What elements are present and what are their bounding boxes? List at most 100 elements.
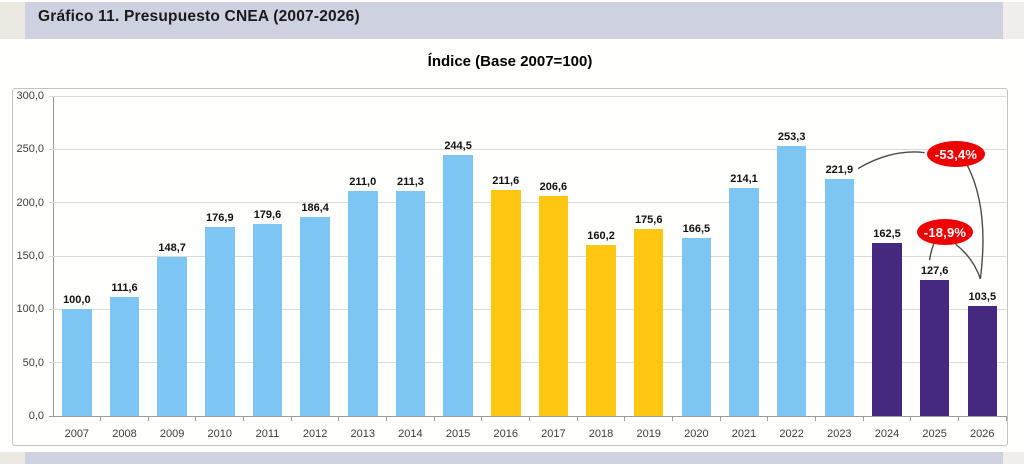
- bar-2012: [300, 217, 330, 416]
- gridline: [49, 415, 1006, 417]
- bar-2009: [157, 257, 187, 416]
- bar-2018: [586, 245, 616, 416]
- x-tick-label: 2024: [874, 428, 900, 440]
- bar-slot-2012: 186,4 2012: [291, 96, 340, 440]
- bar-value-label: 253,3: [777, 130, 806, 143]
- footer-highlight-bar: [25, 452, 1003, 464]
- plot-area: 100,0 2007 111,6 2008 148,7 2009 176,9 2010 179,…: [49, 95, 1007, 440]
- bar-2010: [205, 227, 235, 416]
- bar-slot-2017: 206,6 2017: [530, 96, 578, 440]
- bar-value-label: 179,6: [253, 209, 282, 222]
- bar-value-label: 176,9: [206, 212, 234, 225]
- x-tick-label: 2016: [493, 428, 518, 440]
- y-tick-label: 300,0: [16, 90, 44, 102]
- document-footer-band: [0, 452, 1024, 464]
- x-tick-label: 2015: [445, 428, 471, 440]
- bar-2026: [967, 305, 998, 416]
- bar-slot-2010: 176,9 2010: [196, 96, 244, 440]
- bar-value-label: 186,4: [301, 202, 329, 215]
- bar-slot-2026: 103,5 2026: [958, 96, 1007, 440]
- bar-value-label: 100,0: [63, 294, 91, 307]
- bar-value-label: 221,9: [825, 164, 854, 177]
- bar-slot-2007: 100,0 2007: [53, 96, 101, 440]
- bar-2008: [109, 296, 140, 416]
- y-tick-label: 50,0: [22, 356, 44, 369]
- y-axis-labels: 300,0 250,0 200,0 150,0 100,0 50,0 0,0: [13, 90, 49, 422]
- bar-value-label: 148,7: [158, 242, 186, 255]
- gridline: [49, 255, 1006, 257]
- x-tick-label: 2025: [922, 428, 947, 440]
- bar-slot-2020: 166,5 2020: [673, 96, 721, 440]
- bar-value-label: 175,6: [634, 213, 663, 226]
- x-tick-label: 2007: [64, 428, 90, 440]
- bar-2011: [252, 224, 283, 416]
- bar-value-label: 160,2: [587, 230, 615, 243]
- bar-value-label: 127,6: [920, 264, 949, 277]
- x-tick-label: 2012: [302, 428, 328, 440]
- document-title: Gráfico 11. Presupuesto CNEA (2007-2026): [38, 8, 360, 25]
- bar-2020: [681, 238, 712, 416]
- chart-title: Índice (Base 2007=100): [427, 53, 593, 70]
- bar-2015: [443, 155, 473, 416]
- gridline: [49, 148, 1006, 150]
- bar-slot-2021: 214,1 2021: [720, 96, 768, 440]
- bar-2016: [490, 190, 521, 416]
- y-tick-label: 250,0: [16, 143, 44, 156]
- header-highlight-bar: [25, 2, 1003, 39]
- x-tick-label: 2020: [684, 428, 709, 440]
- page-margin-right: [1003, 2, 1024, 39]
- bar-slot-2009: 148,7 2009: [148, 96, 197, 440]
- x-tick-label: 2011: [255, 428, 280, 440]
- bar-2007: [62, 309, 92, 416]
- bar-slot-2011: 179,6 2011: [244, 96, 292, 440]
- document-header-band: [0, 2, 1024, 39]
- x-tick-label: 2014: [398, 428, 423, 440]
- gridline: [49, 202, 1006, 204]
- y-tick-label: 200,0: [16, 196, 44, 209]
- bar-slot-2016: 211,6 2016: [482, 96, 530, 440]
- bar-value-label: 103,5: [968, 290, 997, 303]
- bar-value-label: 211,3: [396, 175, 424, 188]
- page-margin-right: [1003, 452, 1024, 464]
- bar-value-label: 111,6: [111, 281, 138, 294]
- x-tick-label: 2008: [112, 428, 137, 440]
- y-tick-label: 150,0: [16, 250, 44, 262]
- bar-2013: [347, 190, 378, 416]
- bar-2021: [729, 187, 759, 416]
- x-tick-label: 2022: [779, 428, 804, 440]
- x-tick-label: 2023: [827, 428, 852, 440]
- bar-value-label: 162,5: [873, 227, 901, 240]
- bar-slot-2008: 111,6 2008: [101, 96, 149, 440]
- bar-value-label: 206,6: [539, 180, 568, 193]
- bar-value-label: 211,6: [492, 175, 520, 188]
- bar-slot-2018: 160,2 2018: [577, 96, 626, 440]
- x-tick-label: 2026: [970, 428, 995, 440]
- bar-slot-2013: 211,0 2013: [339, 96, 387, 440]
- bar-value-label: 166,5: [682, 223, 711, 236]
- x-tick-label: 2021: [731, 428, 757, 440]
- bar-2024: [872, 242, 902, 416]
- x-tick-label: 2018: [588, 428, 614, 440]
- bar-value-label: 244,5: [444, 140, 472, 153]
- gridline: [49, 362, 1006, 364]
- bar-2019: [633, 228, 664, 416]
- x-tick-label: 2010: [207, 428, 233, 440]
- bar-slot-2014: 211,3 2014: [387, 96, 435, 440]
- x-tick-label: 2009: [159, 428, 185, 440]
- annotation-badge-53: -53,4%: [927, 141, 985, 167]
- bar-value-label: 211,0: [349, 175, 377, 188]
- y-tick-label: 100,0: [16, 303, 44, 316]
- x-tick-label: 2019: [636, 428, 661, 440]
- x-tick-label: 2017: [541, 428, 566, 440]
- annotation-badge-18: -18,9%: [917, 219, 973, 245]
- bar-slot-2015: 244,5 2015: [434, 96, 483, 440]
- bar-2014: [395, 190, 426, 416]
- bar-2017: [538, 195, 569, 416]
- bars-row: 100,0 2007 111,6 2008 148,7 2009 176,9 2010 179,…: [53, 96, 1007, 440]
- bar-2023: [824, 179, 855, 416]
- gridline: [49, 95, 1006, 97]
- y-tick-label: 0,0: [28, 410, 44, 422]
- bar-slot-2022: 253,3 2022: [768, 96, 816, 440]
- bar-slot-2025: 127,6 2025: [911, 96, 959, 440]
- bar-2022: [776, 145, 807, 416]
